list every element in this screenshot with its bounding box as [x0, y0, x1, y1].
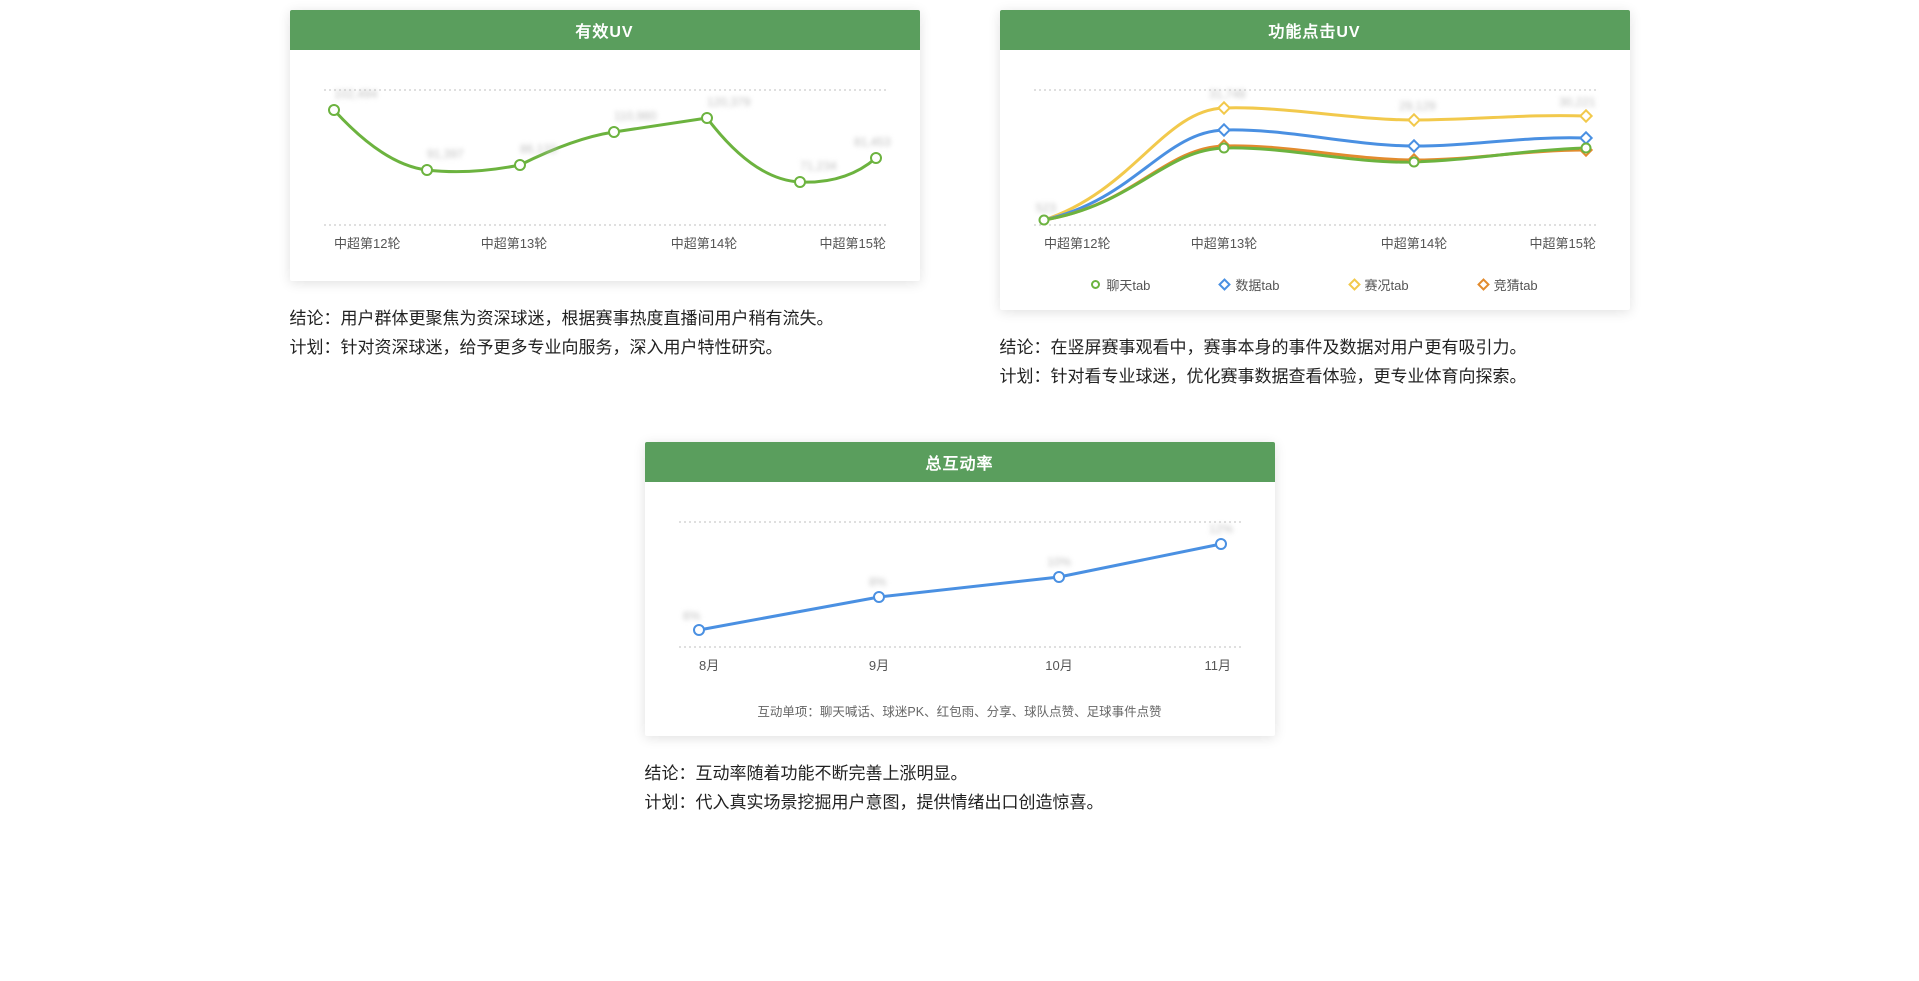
chart3-conclusion-text: 互动率随着功能不断完善上涨明显。: [696, 764, 968, 783]
chart1-v6: 81,453: [854, 135, 891, 149]
legend-guess-label: 竞猜tab: [1494, 275, 1538, 294]
chart3-x0: 8月: [699, 658, 719, 673]
chart1-x2: 中超第14轮: [670, 236, 736, 251]
chart1-plan-label: 计划：: [290, 338, 341, 357]
chart1-notes: 结论：用户群体更聚焦为资深球迷，根据赛事热度直播间用户稍有流失。 计划：针对资深…: [290, 305, 920, 363]
chart3-conclusion-label: 结论：: [645, 764, 696, 783]
card-feature-click-uv: 功能点击UV: [1000, 10, 1630, 310]
panel-effective-uv: 有效UV 102,: [290, 10, 920, 392]
chart1-v4: 120,379: [707, 95, 751, 109]
chart1-svg: 102,494 91,397 86,133 110,980 120,379 71…: [314, 70, 896, 260]
chart1-plan-text: 针对资深球迷，给予更多专业向服务，深入用户特性研究。: [341, 338, 783, 357]
chart2-conclusion-label: 结论：: [1000, 338, 1051, 357]
legend-guess: 竞猜tab: [1479, 275, 1538, 294]
legend-match: 赛况tab: [1350, 275, 1409, 294]
chart3-plan-text: 代入真实场景挖掘用户意图，提供情绪出口创造惊喜。: [696, 793, 1104, 812]
chart3-body: 6% 8% 10% 12% 8月 9月 10月 11月 互动单项：聊天喊话、球迷…: [645, 482, 1275, 736]
panel-interaction-rate: 总互动率 6% 8% 10% 12% 8月 9月 10月: [645, 442, 1275, 818]
chart2-body: 523 31,748 29,129 30,221 中超第12轮 中超第13轮 中…: [1000, 50, 1630, 310]
panel-feature-click-uv: 功能点击UV: [1000, 10, 1630, 392]
chart2-legend: 聊天tab 数据tab 赛况tab 竞猜tab: [1024, 275, 1606, 294]
chart2-x2: 中超第14轮: [1380, 236, 1446, 251]
top-row: 有效UV 102,: [80, 10, 1839, 392]
chart2-x3: 中超第15轮: [1529, 236, 1595, 251]
chart1-v0: 102,494: [334, 87, 378, 101]
chart3-v0: 6%: [683, 609, 701, 623]
chart2-x1: 中超第13轮: [1190, 236, 1256, 251]
legend-match-label: 赛况tab: [1365, 275, 1409, 294]
chart2-top2: 30,221: [1559, 95, 1596, 109]
chart1-title: 有效UV: [290, 10, 920, 50]
chart1-v5: 71,234: [800, 159, 837, 173]
chart2-startlabel: 523: [1036, 201, 1056, 215]
legend-data-label: 数据tab: [1235, 275, 1279, 294]
chart3-title: 总互动率: [645, 442, 1275, 482]
legend-chat: 聊天tab: [1091, 275, 1150, 294]
chart2-top0: 31,748: [1209, 87, 1246, 101]
chart3-x1: 9月: [868, 658, 888, 673]
chart2-plan-text: 针对看专业球迷，优化赛事数据查看体验，更专业体育向探索。: [1051, 367, 1527, 386]
legend-data: 数据tab: [1220, 275, 1279, 294]
chart1-conclusion-text: 用户群体更聚焦为资深球迷，根据赛事热度直播间用户稍有流失。: [341, 309, 834, 328]
chart2-title: 功能点击UV: [1000, 10, 1630, 50]
chart2-x0: 中超第12轮: [1044, 236, 1110, 251]
chart2-line-saikuang: [1044, 108, 1586, 220]
chart1-series-line: [334, 110, 876, 182]
card-interaction-rate: 总互动率 6% 8% 10% 12% 8月 9月 10月: [645, 442, 1275, 736]
chart1-v3: 110,980: [614, 109, 657, 123]
chart2-top1: 29,129: [1399, 99, 1436, 113]
chart3-footnote: 互动单项：聊天喊话、球迷PK、红包雨、分享、球队点赞、足球事件点赞: [669, 701, 1251, 720]
chart2-plan-label: 计划：: [1000, 367, 1051, 386]
chart3-x3: 11月: [1204, 658, 1231, 673]
chart2-conclusion-text: 在竖屏赛事观看中，赛事本身的事件及数据对用户更有吸引力。: [1051, 338, 1527, 357]
chart1-conclusion-label: 结论：: [290, 309, 341, 328]
chart1-body: 102,494 91,397 86,133 110,980 120,379 71…: [290, 50, 920, 281]
chart1-x3: 中超第15轮: [819, 236, 885, 251]
chart3-notes: 结论：互动率随着功能不断完善上涨明显。 计划：代入真实场景挖掘用户意图，提供情绪…: [645, 760, 1275, 818]
chart1-x0: 中超第12轮: [334, 236, 400, 251]
chart1-x1: 中超第13轮: [480, 236, 546, 251]
legend-chat-label: 聊天tab: [1106, 275, 1150, 294]
chart3-v1: 8%: [869, 575, 887, 589]
chart3-plan-label: 计划：: [645, 793, 696, 812]
chart3-v2: 10%: [1047, 555, 1071, 569]
bottom-row: 总互动率 6% 8% 10% 12% 8月 9月 10月: [80, 442, 1839, 818]
chart3-x2: 10月: [1045, 658, 1072, 673]
chart3-series-line: [699, 544, 1221, 630]
chart1-v2: 86,133: [520, 142, 557, 156]
chart3-v3: 12%: [1209, 522, 1233, 536]
chart2-notes: 结论：在竖屏赛事观看中，赛事本身的事件及数据对用户更有吸引力。 计划：针对看专业…: [1000, 334, 1630, 392]
chart1-v1: 91,397: [427, 147, 464, 161]
chart2-svg: 523 31,748 29,129 30,221 中超第12轮 中超第13轮 中…: [1024, 70, 1606, 260]
chart2-line-shuju: [1044, 130, 1586, 220]
chart3-svg: 6% 8% 10% 12% 8月 9月 10月 11月: [669, 502, 1251, 682]
card-effective-uv: 有效UV 102,: [290, 10, 920, 281]
